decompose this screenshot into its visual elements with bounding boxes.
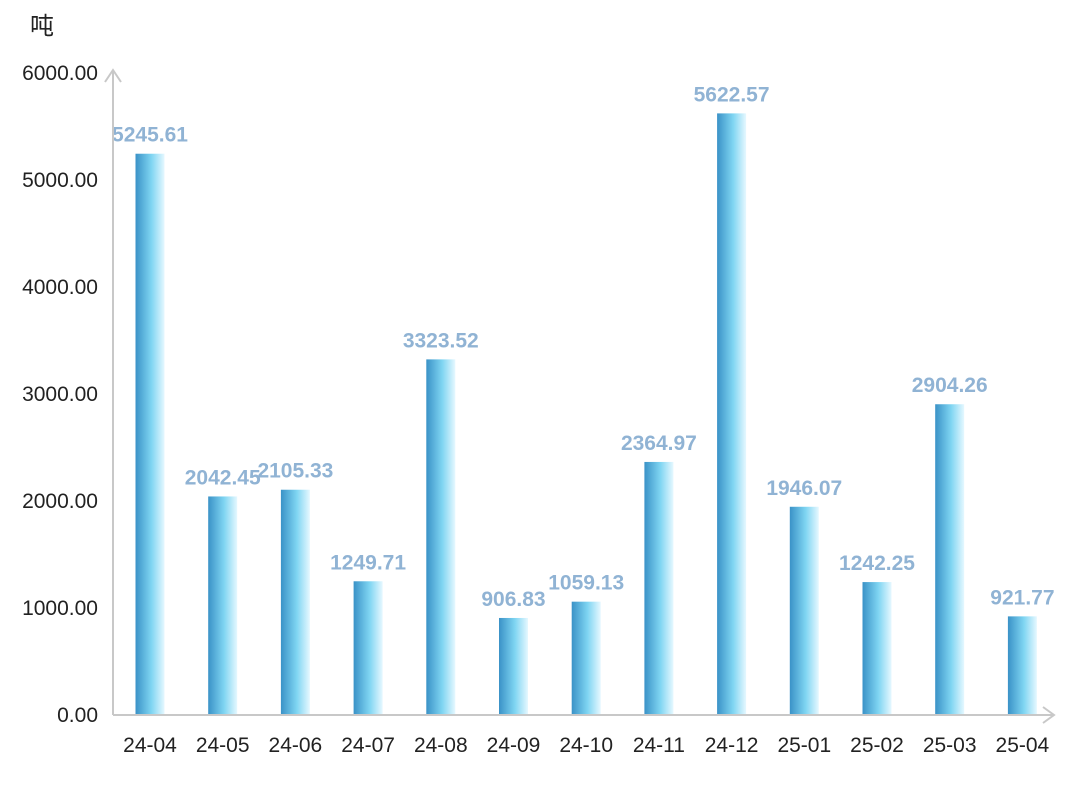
y-tick-label: 4000.00 [22, 276, 98, 299]
data-label: 1059.13 [548, 572, 624, 595]
data-label: 5622.57 [694, 83, 770, 106]
data-label: 921.77 [990, 586, 1054, 609]
data-label: 1249.71 [330, 551, 406, 574]
x-tick-label: 24-12 [705, 734, 759, 757]
bar [353, 581, 383, 715]
bar [208, 496, 238, 715]
x-axis-ticks: 24-04 24-05 24-06 24-07 24-08 24-09 24-10 24-11… [123, 734, 1049, 757]
data-label: 2364.97 [621, 432, 697, 455]
x-tick-label: 24-09 [487, 734, 541, 757]
x-tick-label: 25-04 [996, 734, 1050, 757]
bar [1007, 616, 1037, 715]
bars [135, 113, 1037, 715]
y-tick-label: 3000.00 [22, 383, 98, 406]
y-tick-label: 1000.00 [22, 597, 98, 620]
y-axis-unit-label: 吨 [30, 12, 54, 40]
data-label: 1946.07 [766, 477, 842, 500]
bar [717, 113, 747, 715]
bar [862, 582, 892, 715]
data-label: 2904.26 [912, 374, 988, 397]
bar [135, 153, 165, 715]
data-label: 2105.33 [257, 460, 333, 483]
bar [426, 359, 456, 715]
x-tick-label: 24-05 [196, 734, 250, 757]
x-tick-label: 25-01 [777, 734, 831, 757]
bar [935, 404, 965, 715]
data-label: 2042.45 [185, 466, 261, 489]
y-tick-label: 6000.00 [22, 62, 98, 85]
bar [644, 461, 674, 715]
data-label: 5245.61 [112, 124, 188, 147]
x-tick-label: 24-08 [414, 734, 468, 757]
x-tick-label: 24-07 [341, 734, 395, 757]
y-tick-label: 0.00 [57, 704, 98, 727]
x-tick-label: 25-02 [850, 734, 904, 757]
x-axis-arrow [1042, 706, 1056, 724]
y-axis-arrow [104, 68, 122, 83]
bar [789, 506, 819, 715]
y-tick-label: 2000.00 [22, 490, 98, 513]
bar [571, 601, 601, 715]
data-label: 906.83 [481, 588, 545, 611]
x-tick-label: 24-06 [269, 734, 323, 757]
x-tick-label: 24-04 [123, 734, 177, 757]
bar [280, 489, 310, 715]
x-tick-label: 24-11 [633, 734, 685, 757]
y-axis-ticks: 0.00 1000.00 2000.00 3000.00 4000.00 5000.00 6… [22, 62, 98, 727]
data-label: 3323.52 [403, 329, 479, 352]
x-tick-label: 24-10 [559, 734, 613, 757]
x-tick-label: 25-03 [923, 734, 977, 757]
bar [499, 617, 528, 715]
axes [104, 68, 1056, 724]
data-label: 1242.25 [839, 552, 915, 575]
y-tick-label: 5000.00 [22, 169, 98, 192]
